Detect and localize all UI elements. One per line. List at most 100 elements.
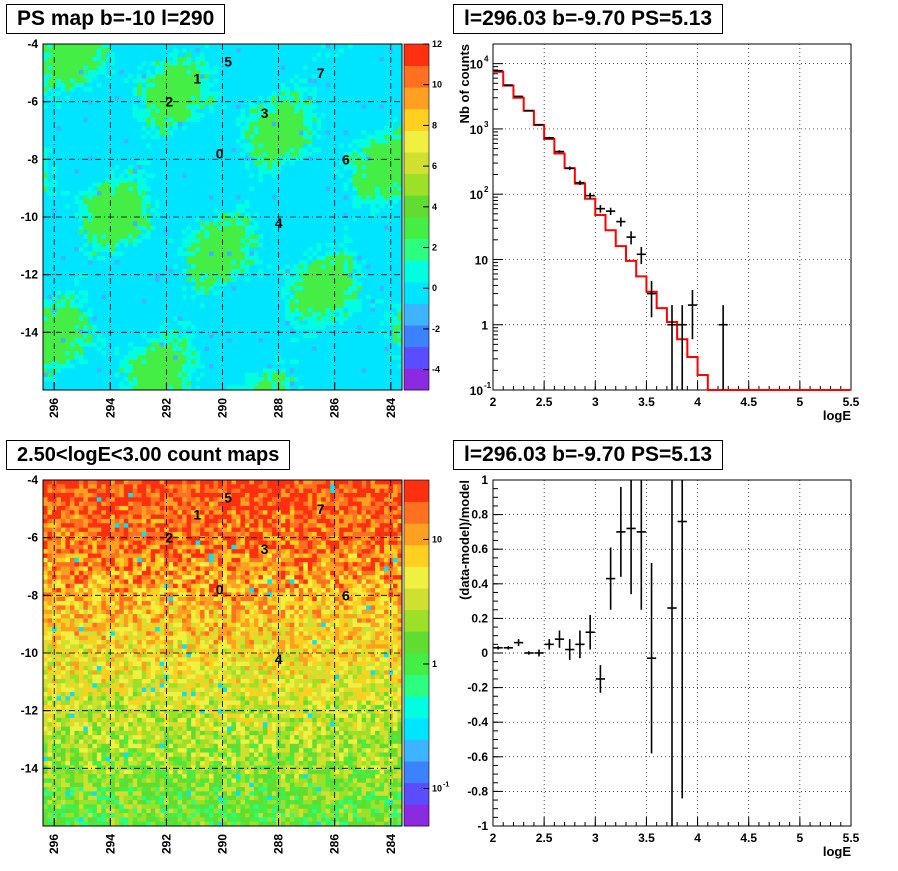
heatmap-cell: [155, 126, 161, 131]
heatmap-cell: [271, 152, 277, 157]
heatmap-cell: [191, 229, 196, 235]
heatmap-cell: [177, 69, 183, 75]
heatmap-cell: [366, 251, 371, 257]
heatmap-cell: [137, 238, 143, 244]
heatmap-cell: [366, 82, 371, 88]
heatmap-cell: [240, 264, 246, 270]
heatmap-cell: [173, 78, 179, 84]
heatmap-cell: [78, 217, 84, 222]
heatmap-cell: [370, 165, 376, 170]
heatmap-cell: [204, 199, 210, 205]
heatmap-cell: [366, 95, 371, 101]
heatmap-cell: [357, 268, 363, 274]
heatmap-cell: [56, 121, 62, 127]
heatmap-cell: [384, 147, 389, 153]
heatmap-cell: [325, 212, 331, 218]
heatmap-cell: [370, 195, 376, 201]
heatmap-cell: [271, 117, 277, 123]
heatmap-cell: [191, 247, 196, 253]
heatmap-cell: [325, 286, 331, 291]
heatmap-cell: [303, 299, 309, 304]
heatmap-cell: [244, 130, 250, 136]
heatmap-cell: [56, 160, 62, 166]
heatmap-cell: [334, 165, 340, 170]
heatmap-cell: [262, 277, 268, 283]
heatmap-cell: [294, 195, 300, 201]
heatmap-cell: [352, 95, 358, 101]
heatmap-cell: [218, 165, 223, 170]
heatmap-cell: [173, 173, 179, 179]
heatmap-cell: [379, 173, 385, 179]
heatmap-cell: [366, 143, 371, 149]
heatmap-cell: [258, 229, 264, 235]
heatmap-cell: [303, 65, 309, 71]
heatmap-cell: [119, 82, 125, 88]
heatmap-cell: [213, 117, 219, 123]
heatmap-cell: [370, 152, 376, 157]
heatmap-cell: [101, 217, 107, 222]
heatmap-cell: [375, 108, 380, 114]
heatmap-cell: [289, 78, 295, 84]
heatmap-cell: [348, 277, 354, 283]
heatmap-cell: [146, 294, 152, 300]
heatmap-cell: [312, 307, 318, 313]
heatmap-cell: [164, 91, 170, 97]
heatmap-cell: [141, 143, 147, 149]
heatmap-cell: [375, 134, 380, 140]
heatmap-cell: [226, 152, 232, 157]
heatmap-cell: [294, 290, 300, 296]
heatmap-cell: [92, 204, 98, 209]
heatmap-cell: [330, 294, 336, 300]
heatmap-cell: [280, 130, 286, 136]
heatmap-cell: [159, 182, 165, 188]
heatmap-cell: [101, 48, 107, 54]
heatmap-cell: [370, 74, 376, 80]
heatmap-cell: [262, 229, 268, 235]
heatmap-cell: [110, 126, 116, 131]
heatmap-cell: [262, 56, 268, 62]
heatmap-cell: [384, 204, 389, 209]
heatmap-cell: [51, 281, 57, 287]
heatmap-cell: [267, 65, 273, 71]
heatmap-cell: [352, 264, 358, 270]
heatmap-cell: [379, 307, 385, 313]
heatmap-cell: [388, 247, 394, 253]
heatmap-cell: [114, 69, 120, 75]
heatmap-cell: [375, 229, 380, 235]
heatmap-cell: [316, 44, 322, 49]
heatmap-cell: [96, 56, 102, 62]
heatmap-cell: [123, 294, 129, 300]
heatmap-cell: [47, 44, 53, 49]
heatmap-cell: [177, 74, 183, 80]
heatmap-cell: [191, 299, 196, 304]
heatmap-cell: [105, 251, 111, 257]
heatmap-cell: [141, 82, 147, 88]
heatmap-cell: [262, 74, 268, 80]
heatmap-cell: [262, 199, 268, 205]
heatmap-cell: [186, 238, 192, 244]
heatmap-cell: [388, 139, 394, 144]
heatmap-cell: [119, 121, 125, 127]
heatmap-cell: [155, 234, 161, 240]
heatmap-cell: [110, 208, 116, 214]
heatmap-cell: [146, 126, 152, 131]
heatmap-cell: [173, 82, 179, 88]
heatmap-cell: [119, 286, 125, 291]
heatmap-cell: [294, 113, 300, 118]
heatmap-cell: [348, 56, 354, 62]
heatmap-cell: [43, 264, 48, 270]
heatmap-cell: [235, 225, 241, 231]
heatmap-cell: [375, 91, 380, 97]
heatmap-cell: [312, 69, 318, 75]
heatmap-cell: [74, 165, 80, 170]
heatmap-cell: [159, 186, 165, 192]
heatmap-cell: [231, 199, 237, 205]
heatmap-cell: [92, 44, 98, 49]
heatmap-cell: [213, 303, 219, 309]
heatmap-cell: [43, 204, 48, 209]
heatmap-cell: [101, 251, 107, 257]
heatmap-cell: [146, 100, 152, 105]
heatmap-cell: [114, 191, 120, 196]
heatmap-cell: [321, 165, 327, 170]
heatmap-cell: [177, 212, 183, 218]
